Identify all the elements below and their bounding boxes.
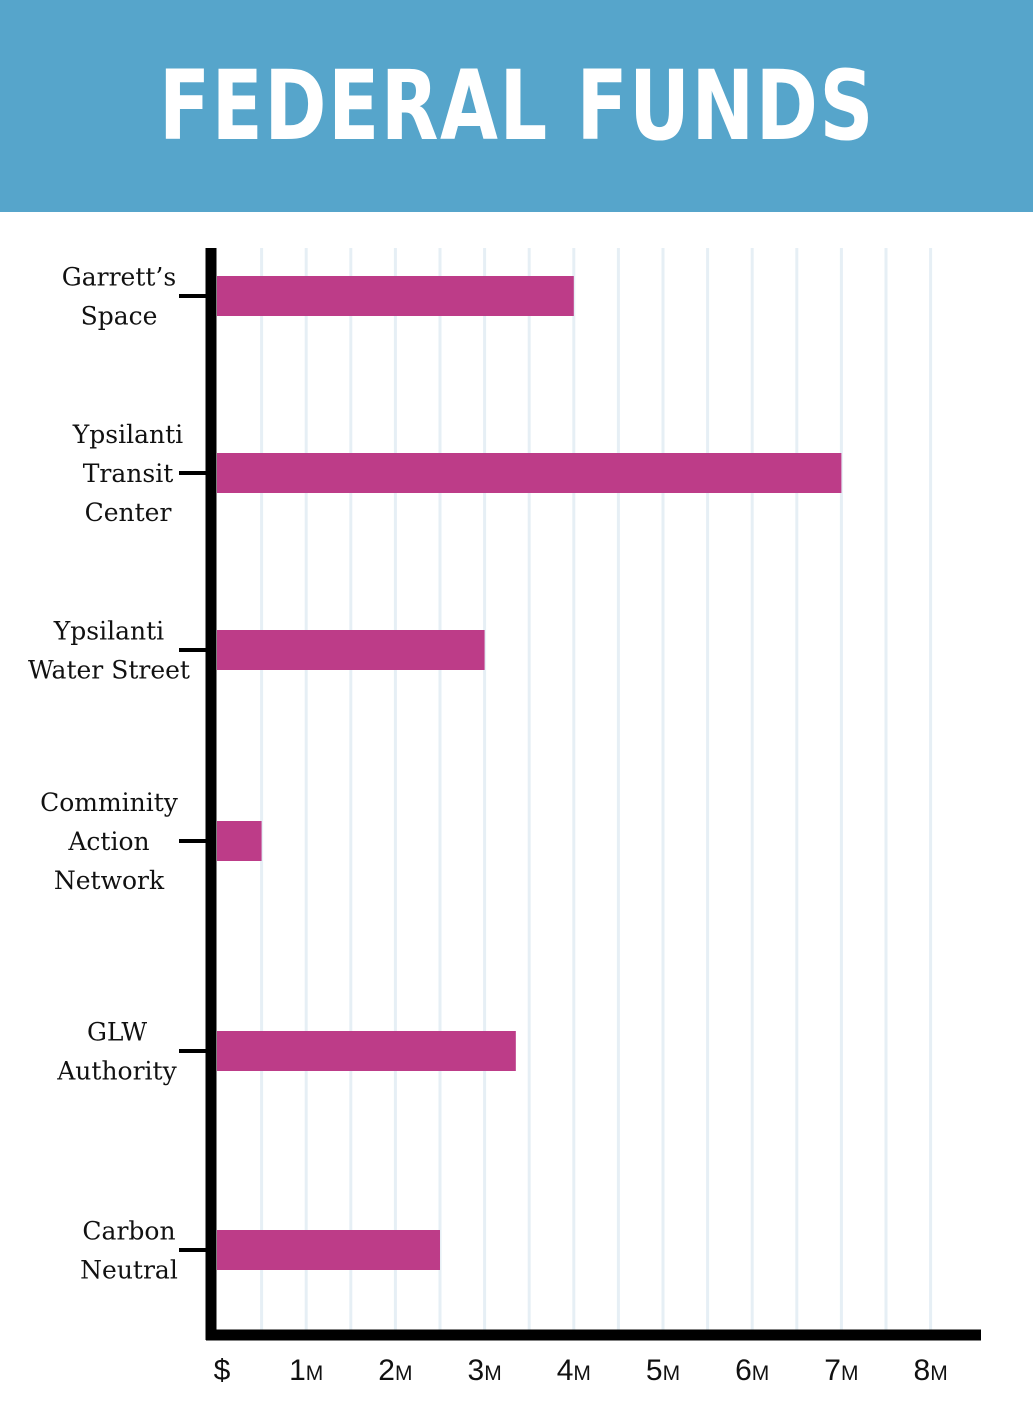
- x-tick-label: 6M: [735, 1354, 769, 1387]
- x-tick-label: 1M: [289, 1354, 323, 1387]
- bar: [217, 1031, 516, 1071]
- x-tick-label: 3M: [468, 1354, 502, 1387]
- category-label: GLW: [87, 1018, 147, 1047]
- x-tick-label: 8M: [914, 1354, 948, 1387]
- category-label: Authority: [56, 1057, 177, 1086]
- x-tick-label: 2M: [378, 1354, 412, 1387]
- category-label: Transit: [83, 459, 174, 488]
- bar: [217, 276, 574, 316]
- category-label: Water Street: [28, 656, 190, 685]
- category-label: Center: [85, 498, 172, 527]
- gridlines: [260, 248, 933, 1335]
- category-label: Garrett’s: [62, 263, 176, 292]
- x-tick-label: 5M: [646, 1354, 680, 1387]
- x-tick-label: $: [214, 1354, 231, 1387]
- bar-chart: Garrett’s Space Ypsilanti Transit Center Ypsi…: [28, 248, 981, 1387]
- category-label: Carbon: [82, 1217, 175, 1246]
- category-label: Action: [67, 827, 149, 856]
- bar: [217, 821, 262, 861]
- chart-title: FEDERAL FUNDS: [158, 50, 875, 162]
- axes: [179, 248, 981, 1341]
- category-label: Ypsilanti: [53, 617, 164, 646]
- tick-labels: $1M 2M 3M 4M 5M 6M 7M 8M: [214, 1354, 948, 1387]
- bar: [217, 630, 485, 670]
- category-label: Ypsilanti: [72, 420, 183, 449]
- category-labels: Garrett’s Space Ypsilanti Transit Center Ypsi…: [28, 263, 190, 1285]
- x-tick-label: 7M: [824, 1354, 858, 1387]
- category-label: Space: [81, 302, 158, 331]
- category-label: Neutral: [80, 1256, 178, 1285]
- category-label: Comminity: [40, 788, 179, 817]
- bars: [217, 276, 842, 1270]
- bar: [217, 453, 842, 493]
- title-banner: FEDERAL FUNDS: [0, 0, 1033, 212]
- bar: [217, 1230, 440, 1270]
- category-label: Network: [54, 866, 165, 895]
- x-tick-label: 4M: [557, 1354, 591, 1387]
